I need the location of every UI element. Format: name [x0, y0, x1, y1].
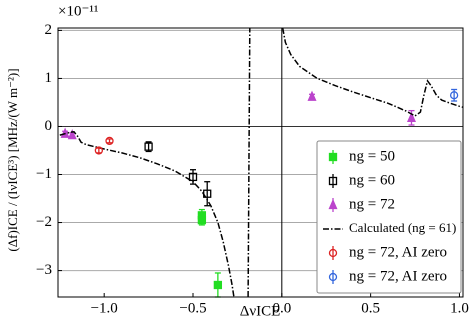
- marker: [197, 215, 207, 225]
- marker: [67, 128, 77, 140]
- y-tick-label: 0: [45, 118, 53, 134]
- x-tick-label: 0.5: [361, 300, 380, 316]
- marker: [144, 142, 153, 151]
- legend-label: Calculated (ng = 61): [349, 220, 456, 235]
- marker: [307, 90, 317, 101]
- marker: [328, 198, 338, 210]
- offset-text: ×10⁻¹¹: [58, 3, 98, 19]
- marker: [328, 176, 338, 186]
- x-tick-label: 0.0: [272, 300, 291, 316]
- legend-label: ng = 50: [349, 148, 395, 164]
- plot-frame: [57, 27, 464, 298]
- legend-label: ng = 72, AI zero: [349, 268, 447, 284]
- legend-box: [316, 140, 462, 294]
- marker: [188, 172, 198, 182]
- marker: [105, 136, 114, 146]
- x-tick-label: 1.0: [450, 300, 469, 316]
- marker: [213, 280, 223, 290]
- y-axis-label: (Δf)ICE / (IνICE³) [MHz/(W m⁻²)]: [5, 68, 20, 251]
- x-axis-label: ΔνICE: [240, 303, 281, 319]
- marker: [94, 146, 104, 155]
- legend-label: ng = 60: [349, 172, 395, 188]
- y-tick-label: 2: [45, 22, 53, 38]
- marker: [449, 91, 459, 100]
- curve: [59, 28, 463, 297]
- marker: [328, 152, 338, 162]
- x-tick-label: −0.5: [179, 300, 206, 316]
- y-tick-label: 1: [45, 70, 53, 86]
- marker: [406, 111, 416, 122]
- legend-label: ng = 72, AI zero: [349, 244, 447, 260]
- x-tick-label: −1.0: [91, 300, 118, 316]
- y-tick-label: −1: [36, 166, 52, 182]
- marker: [328, 248, 338, 258]
- legend-label: ng = 72: [349, 196, 395, 212]
- y-tick-label: −2: [36, 214, 52, 230]
- y-tick-label: −3: [36, 262, 52, 278]
- marker: [328, 272, 338, 282]
